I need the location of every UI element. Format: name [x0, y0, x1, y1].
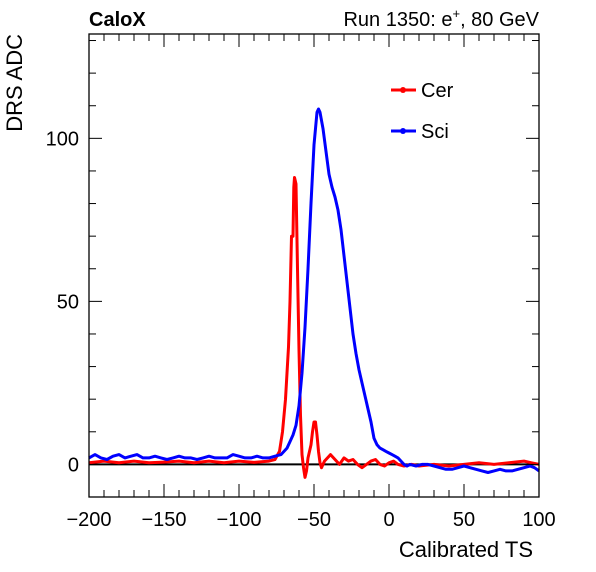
- y-tick-label: 50: [57, 291, 79, 313]
- experiment-label: CaloX: [89, 9, 146, 31]
- x-tick-label: −200: [66, 509, 111, 531]
- series-group: [88, 107, 540, 479]
- y-tick-label: 0: [68, 454, 79, 476]
- x-tick-label: 50: [453, 509, 475, 531]
- run-info-label: Run 1350: e+, 80 GeV: [343, 6, 539, 31]
- x-axis-label: Calibrated TS: [399, 537, 533, 562]
- y-axis-label: DRS ADC: [2, 34, 27, 132]
- axis-tick-labels: −200 −150 −100 −50 0 50 100 0 50 100: [46, 128, 556, 531]
- x-tick-label: 0: [383, 509, 394, 531]
- x-tick-label: −50: [297, 509, 331, 531]
- y-tick-label: 100: [46, 128, 79, 150]
- x-tick-label: 100: [522, 509, 555, 531]
- x-tick-label: −100: [216, 509, 261, 531]
- series-line-sci: [88, 107, 540, 474]
- legend-entry-cer: Cer: [391, 80, 454, 102]
- legend-marker-sci: [400, 128, 406, 134]
- legend: Cer Sci: [391, 80, 454, 143]
- legend-label-sci: Sci: [421, 121, 449, 143]
- series-line-cer: [88, 176, 540, 479]
- legend-marker-cer: [400, 87, 406, 93]
- legend-entry-sci: Sci: [391, 121, 449, 143]
- x-tick-label: −150: [141, 509, 186, 531]
- legend-label-cer: Cer: [421, 80, 454, 102]
- plot-frame: [88, 33, 540, 498]
